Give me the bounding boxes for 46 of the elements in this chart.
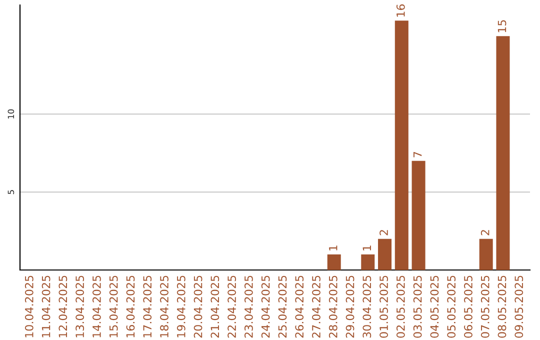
x-tick-label: 22.04.2025 [228, 276, 236, 338]
x-tick-label: 09.05.2025 [514, 276, 524, 338]
bar [327, 254, 341, 270]
x-tick-label: 05.05.2025 [447, 276, 456, 338]
x-tick-label: 13.04.2025 [76, 276, 84, 338]
x-tick-label: 03.05.2025 [413, 276, 422, 338]
data-label: 1 [329, 246, 338, 250]
x-tick-label: 25.04.2025 [278, 276, 287, 338]
x-tick-label: 16.04.2025 [126, 276, 135, 338]
x-tick-label: 15.04.2025 [109, 276, 118, 338]
x-tick-label: 11.04.2025 [42, 276, 50, 338]
x-tick-label: 18.04.2025 [160, 276, 168, 338]
bar [412, 160, 426, 270]
data-label: 7 [414, 152, 422, 158]
data-label: 15 [498, 20, 506, 32]
x-tick-label: 04.05.2025 [430, 276, 439, 338]
y-tick-label: 10 [8, 109, 14, 119]
bar [378, 238, 392, 270]
x-tick-label: 17.04.2025 [143, 276, 152, 338]
bar [496, 36, 510, 270]
bar [361, 254, 375, 270]
data-label: 16 [396, 4, 405, 17]
x-tick-label: 02.05.2025 [396, 276, 405, 338]
x-tick-label: 07.05.2025 [480, 276, 490, 338]
data-label: 2 [380, 230, 388, 236]
x-tick-label: 01.05.2025 [380, 276, 388, 338]
x-tick-label: 21.04.2025 [210, 276, 220, 338]
x-tick-label: 06.05.2025 [464, 276, 472, 338]
x-tick-label: 12.04.2025 [58, 276, 68, 338]
x-tick-label: 14.04.2025 [92, 276, 101, 338]
data-label: 2 [480, 230, 490, 236]
data-label: 1 [362, 246, 371, 250]
x-tick-label: 10.04.2025 [24, 276, 34, 338]
bar [394, 20, 408, 270]
x-tick-label: 20.04.2025 [194, 276, 202, 338]
bar [479, 238, 493, 270]
x-tick-label: 23.04.2025 [244, 276, 253, 338]
x-tick-label: 26.04.2025 [295, 276, 304, 338]
x-tick-label: 27.04.2025 [312, 276, 320, 338]
x-tick-label: 29.04.2025 [346, 276, 354, 338]
x-tick-label: 08.05.2025 [498, 276, 506, 338]
y-tick-label: 5 [8, 190, 14, 194]
x-tick-label: 30.04.2025 [362, 276, 372, 338]
x-tick-label: 19.04.2025 [176, 276, 186, 338]
x-tick-label: 24.04.2025 [261, 276, 270, 338]
x-tick-label: 28.04.2025 [328, 276, 338, 338]
